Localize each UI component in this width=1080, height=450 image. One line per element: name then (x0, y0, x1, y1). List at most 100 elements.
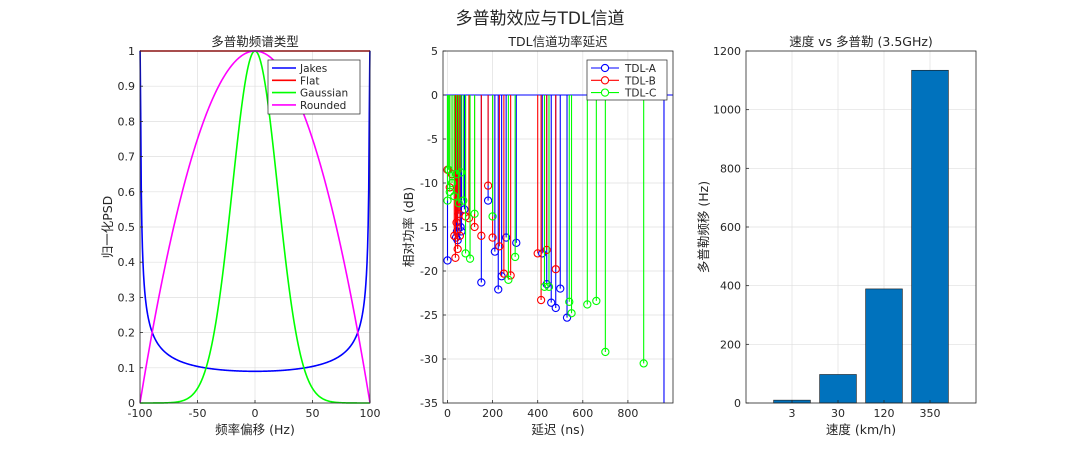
stem-marker (456, 168, 466, 177)
stem-marker (495, 242, 504, 251)
stem-marker (488, 212, 497, 221)
panel1-xtick-label: 50 (306, 407, 320, 420)
stem-marker (583, 300, 592, 309)
panel2-ytick-label: -30 (420, 353, 438, 366)
panel2-ytick-label: 0 (431, 89, 438, 102)
stem-marker (488, 233, 497, 242)
panel2-xtick-label: 400 (527, 407, 548, 420)
panel3-xtick-label: 30 (831, 407, 845, 420)
panel1-xtick-label: -100 (128, 407, 153, 420)
panel2-xlabel: 延迟 (ns) (531, 422, 584, 437)
stem-marker (461, 249, 470, 258)
legend-marker (600, 76, 610, 85)
legend-label: TDL-B (624, 75, 656, 87)
panel2-ytick-label: -35 (420, 397, 438, 410)
stem-marker (455, 231, 465, 240)
stem-marker (504, 275, 513, 284)
stem-marker (453, 244, 462, 254)
panel2-ytick-label: -25 (420, 309, 438, 322)
panel3-ytick-label: 400 (720, 280, 741, 293)
stem-marker (451, 253, 460, 262)
panel1-ytick-label: 0.5 (118, 221, 136, 234)
stem-marker (601, 347, 610, 357)
stem-marker (494, 285, 503, 294)
stem-marker (544, 282, 554, 291)
stem-marker (497, 272, 506, 281)
stem-marker (501, 233, 511, 242)
stem-marker (443, 196, 452, 205)
stem-marker (565, 297, 574, 306)
bar-120 (865, 288, 903, 404)
stem-marker (447, 178, 457, 188)
panel1-ytick-label: 0.9 (118, 80, 136, 93)
stem-marker (551, 265, 560, 274)
panel3-ylabel: 多普勒频移 (Hz) (696, 181, 711, 273)
stem-marker (445, 187, 454, 196)
panel2-ytick-label: -20 (420, 265, 438, 278)
series-line-jakes (139, 50, 371, 373)
panel1-ylabel: 归一化PSD (100, 196, 115, 259)
stem-marker (536, 295, 546, 305)
panel3-ytick-label: 0 (734, 397, 741, 410)
panel1-ytick-label: 0.1 (118, 362, 136, 375)
panel2-xtick-label: 600 (572, 407, 593, 420)
legend-label: Jakes (299, 63, 327, 75)
panel3-xlabel: 速度 (km/h) (826, 422, 896, 437)
panel3-xtick-label: 350 (920, 407, 941, 420)
stem-marker (450, 192, 459, 201)
panel3-ytick-label: 800 (720, 162, 741, 175)
stem-marker (562, 313, 572, 322)
panel2-xtick-label: 0 (444, 407, 451, 420)
panel-tdl-power-delay: TDL信道功率延迟 5 0 -5 -10 -15 -20 -25 -30 -35 0 200 400 6… (401, 34, 674, 437)
panel3-xtick-label: 120 (874, 407, 895, 420)
stem-marker (470, 209, 479, 218)
panel2-ylabel: 相对功率 (dB) (401, 187, 416, 267)
panel2-ytick-label: -10 (420, 177, 438, 190)
stem-marker (556, 284, 565, 293)
panel1-ytick-label: 0.8 (118, 115, 136, 128)
stem-marker (542, 280, 551, 289)
legend-label: TDL-C (624, 88, 656, 100)
panel1-ytick-label: 0.3 (118, 291, 136, 304)
panel2-ytick-label: -5 (427, 133, 438, 146)
stem-marker (483, 196, 493, 205)
bar-350 (911, 69, 949, 404)
panel3-ytick-label: 1000 (713, 104, 741, 117)
panel1-ytick-label: 0.2 (118, 327, 136, 340)
stem-marker (639, 359, 648, 368)
panel2-ytick-label: 5 (431, 45, 438, 58)
stem-marker (452, 170, 461, 179)
stem-marker (506, 271, 515, 280)
stem-marker (551, 303, 560, 313)
bar-30 (819, 374, 857, 404)
legend-marker (600, 63, 610, 73)
panel2-title: TDL信道功率延迟 (507, 34, 608, 49)
stem-marker (511, 252, 520, 262)
stem-marker (592, 296, 601, 306)
stem-marker (540, 282, 549, 291)
stem-marker (567, 309, 576, 318)
stem-marker (542, 245, 551, 255)
panel1-xtick-label: -50 (189, 407, 207, 420)
stem-marker (547, 298, 556, 307)
stem-marker (512, 238, 521, 247)
stem-marker (477, 231, 486, 240)
legend-label: TDL-A (624, 63, 657, 75)
stem-marker (477, 278, 486, 287)
panel-doppler-spectrum: 多普勒频谱类型 0 0.1 0.2 0.3 0.4 0.5 0.6 0.7 0.8 0.9 1 -10… (100, 34, 381, 437)
figure-suptitle: 多普勒效应与TDL信道 (456, 9, 625, 29)
panel2-xtick-label: 200 (482, 407, 503, 420)
legend-label: Rounded (300, 100, 346, 112)
panel3-ytick-label: 600 (720, 221, 741, 234)
panel1-xlabel: 频率偏移 (Hz) (215, 422, 295, 437)
panel1-xtick-label: 100 (360, 407, 381, 420)
panel1-title: 多普勒频谱类型 (211, 34, 299, 49)
legend-label: Gaussian (300, 88, 348, 100)
legend-label: Flat (300, 75, 320, 87)
stem-marker (465, 254, 475, 263)
panel1-xtick-label: 0 (252, 407, 259, 420)
stem-marker (459, 196, 468, 205)
panel-speed-vs-doppler: 速度 vs 多普勒 (3.5GHz) 0 200 400 600 800 1000 1200… (696, 34, 977, 437)
